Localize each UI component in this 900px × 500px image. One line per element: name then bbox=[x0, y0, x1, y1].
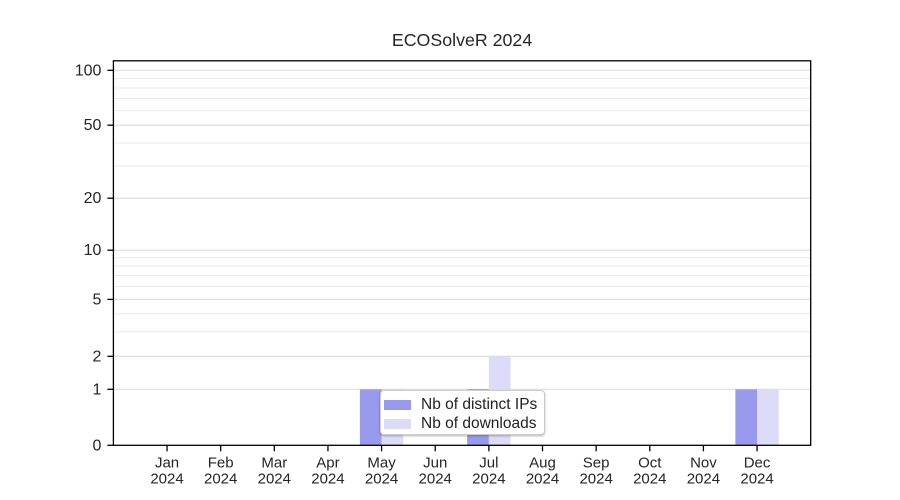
svg-text:Nov: Nov bbox=[690, 454, 717, 471]
svg-text:Dec: Dec bbox=[744, 454, 771, 471]
svg-text:Sep: Sep bbox=[583, 454, 610, 471]
svg-text:Jun: Jun bbox=[423, 454, 447, 471]
svg-text:Apr: Apr bbox=[316, 454, 339, 471]
svg-text:2024: 2024 bbox=[687, 470, 720, 487]
svg-text:May: May bbox=[367, 454, 396, 471]
svg-text:2024: 2024 bbox=[472, 470, 505, 487]
svg-text:20: 20 bbox=[84, 190, 102, 207]
svg-text:50: 50 bbox=[84, 117, 102, 134]
svg-text:100: 100 bbox=[75, 62, 102, 79]
svg-text:2: 2 bbox=[92, 348, 101, 365]
svg-text:Jul: Jul bbox=[479, 454, 498, 471]
svg-text:ECOSolveR 2024: ECOSolveR 2024 bbox=[392, 30, 532, 50]
svg-text:2024: 2024 bbox=[579, 470, 612, 487]
svg-text:2024: 2024 bbox=[258, 470, 291, 487]
svg-text:10: 10 bbox=[84, 242, 102, 259]
svg-text:2024: 2024 bbox=[150, 470, 183, 487]
svg-text:Oct: Oct bbox=[638, 454, 662, 471]
svg-text:2024: 2024 bbox=[633, 470, 666, 487]
svg-text:2024: 2024 bbox=[526, 470, 559, 487]
svg-text:2024: 2024 bbox=[365, 470, 398, 487]
svg-text:5: 5 bbox=[92, 291, 101, 308]
svg-text:2024: 2024 bbox=[311, 470, 344, 487]
svg-text:0: 0 bbox=[92, 437, 101, 454]
svg-text:2024: 2024 bbox=[419, 470, 452, 487]
svg-text:2024: 2024 bbox=[740, 470, 773, 487]
svg-text:1: 1 bbox=[92, 381, 101, 398]
svg-text:Jan: Jan bbox=[155, 454, 179, 471]
svg-text:2024: 2024 bbox=[204, 470, 237, 487]
svg-text:Aug: Aug bbox=[529, 454, 556, 471]
svg-text:Feb: Feb bbox=[208, 454, 234, 471]
svg-text:Mar: Mar bbox=[261, 454, 287, 471]
